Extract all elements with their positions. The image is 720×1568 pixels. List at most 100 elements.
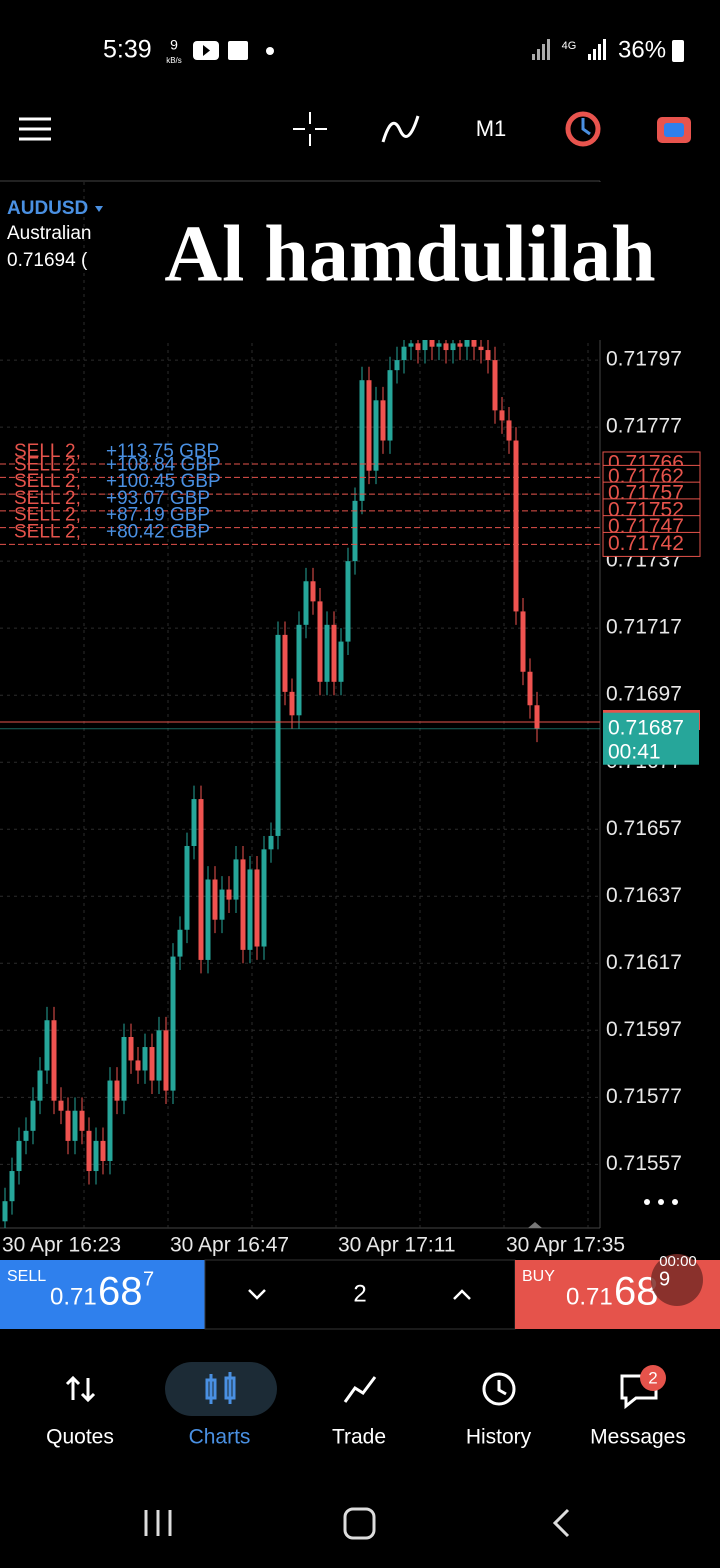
candle-body — [247, 869, 253, 950]
network-type: 4G — [562, 40, 577, 52]
candle-body — [464, 340, 470, 347]
symbol-name[interactable]: AUDUSD — [7, 198, 88, 219]
home-button[interactable] — [343, 1507, 376, 1540]
history-icon[interactable] — [482, 1372, 516, 1406]
candle-body — [191, 799, 197, 846]
sell-price-big: 68 — [98, 1270, 143, 1314]
candle-body — [142, 1047, 148, 1071]
candle-body — [58, 1100, 64, 1111]
candle-body — [310, 581, 316, 602]
candle-body — [506, 420, 512, 441]
candle-body — [170, 956, 176, 1091]
quotes-icon[interactable] — [65, 1375, 96, 1403]
x-tick-label: 30 Apr 17:35 — [506, 1234, 625, 1257]
candle-body — [317, 601, 323, 682]
y-tick-label: 0.71557 — [606, 1152, 682, 1175]
nav-label[interactable]: Quotes — [46, 1426, 114, 1449]
volume[interactable]: 2 — [353, 1280, 366, 1307]
sell-button[interactable] — [0, 1260, 205, 1329]
candle-body — [401, 346, 407, 361]
buy-price-prefix: 0.71 — [566, 1283, 613, 1310]
menu-button[interactable] — [19, 117, 51, 141]
candle-body — [471, 340, 477, 347]
candle-body — [513, 440, 519, 612]
charts-icon[interactable] — [205, 1372, 236, 1404]
candle-body — [443, 343, 449, 351]
timer-circle — [651, 1254, 703, 1306]
candle-body — [212, 879, 218, 920]
signal-2 — [588, 39, 606, 60]
candle-body — [37, 1070, 43, 1101]
trade-icon — [664, 123, 684, 137]
order-profit: +100.45 GBP — [106, 471, 221, 492]
trade-icon[interactable] — [343, 1376, 377, 1403]
candle-body — [289, 691, 295, 716]
x-tick-label: 30 Apr 16:47 — [170, 1234, 289, 1257]
candle-body — [254, 869, 260, 947]
nav-active-pill — [165, 1362, 277, 1416]
order-label: SELL 2, — [14, 521, 81, 542]
x-axis: 30 Apr 16:23 30 Apr 16:47 30 Apr 17:11 30 A… — [2, 1234, 625, 1257]
overlay: SELL 2, +113.75 GBP SELL 2, +108.84 GBP SELL… — [0, 441, 701, 765]
candle-body — [86, 1130, 92, 1172]
volume-down[interactable] — [248, 1289, 266, 1300]
dot — [266, 47, 274, 55]
order-profit: +80.42 GBP — [106, 521, 210, 542]
order-label: SELL 2, — [14, 505, 81, 526]
battery-icon — [672, 40, 684, 62]
candle-body — [527, 671, 533, 706]
timeframe-button[interactable]: M1 — [476, 116, 507, 141]
candle-body — [338, 641, 344, 682]
candle-body — [30, 1100, 36, 1131]
candle-body — [149, 1047, 155, 1081]
clock: 5:39 — [103, 36, 152, 64]
buy-label: BUY — [522, 1268, 555, 1285]
candle-body — [394, 360, 400, 371]
badge-count: 2 — [648, 1368, 657, 1387]
candle-body — [457, 343, 463, 347]
candle-body — [23, 1130, 29, 1141]
candle-body — [478, 346, 484, 351]
overlay-banner — [104, 182, 720, 340]
y-tick-label: 0.71617 — [606, 951, 682, 974]
candle-body — [100, 1140, 106, 1161]
history-hand — [497, 1380, 507, 1396]
candle-body — [205, 879, 211, 960]
crosshair-button[interactable] — [293, 112, 327, 146]
nav-label[interactable]: Charts — [189, 1426, 251, 1449]
candle-body — [296, 624, 302, 716]
candle-body — [226, 889, 232, 900]
indicators-button[interactable] — [381, 115, 420, 143]
symbol-dropdown[interactable] — [95, 206, 103, 212]
back-button[interactable] — [552, 1508, 570, 1538]
recents-button[interactable] — [144, 1510, 172, 1536]
candle-body — [366, 380, 372, 471]
objects-button[interactable] — [565, 111, 601, 147]
more-button[interactable] — [644, 1199, 678, 1205]
nav-label[interactable]: Messages — [590, 1426, 686, 1449]
nav-label[interactable]: Trade — [332, 1426, 386, 1449]
order-profit: +113.75 GBP — [106, 441, 219, 462]
y-tick-label: 0.71697 — [606, 683, 682, 706]
volume-up[interactable] — [453, 1289, 471, 1300]
order-profit: +93.07 GBP — [106, 488, 210, 509]
nav-label[interactable]: History — [466, 1426, 532, 1449]
order-price-box — [602, 531, 701, 557]
symbol-price: 0.71694 ( — [7, 250, 88, 271]
candle-body — [499, 410, 505, 421]
order-label: SELL 2, — [14, 471, 81, 492]
buy-price-small: 9 — [659, 1268, 670, 1290]
candle-body — [387, 370, 393, 441]
candle-body — [520, 611, 526, 672]
countdown: 00:41 — [608, 740, 661, 763]
candle-body — [436, 343, 442, 347]
y-tick-label: 0.71797 — [606, 348, 682, 371]
sell-price-small: 7 — [143, 1268, 154, 1290]
candle-body — [345, 561, 351, 642]
volume-box — [204, 1259, 516, 1330]
candle-body — [331, 624, 337, 682]
candle-body — [380, 400, 386, 441]
order-label: SELL 2, — [14, 454, 81, 475]
candle-body — [324, 624, 330, 682]
candle-body — [16, 1140, 22, 1172]
